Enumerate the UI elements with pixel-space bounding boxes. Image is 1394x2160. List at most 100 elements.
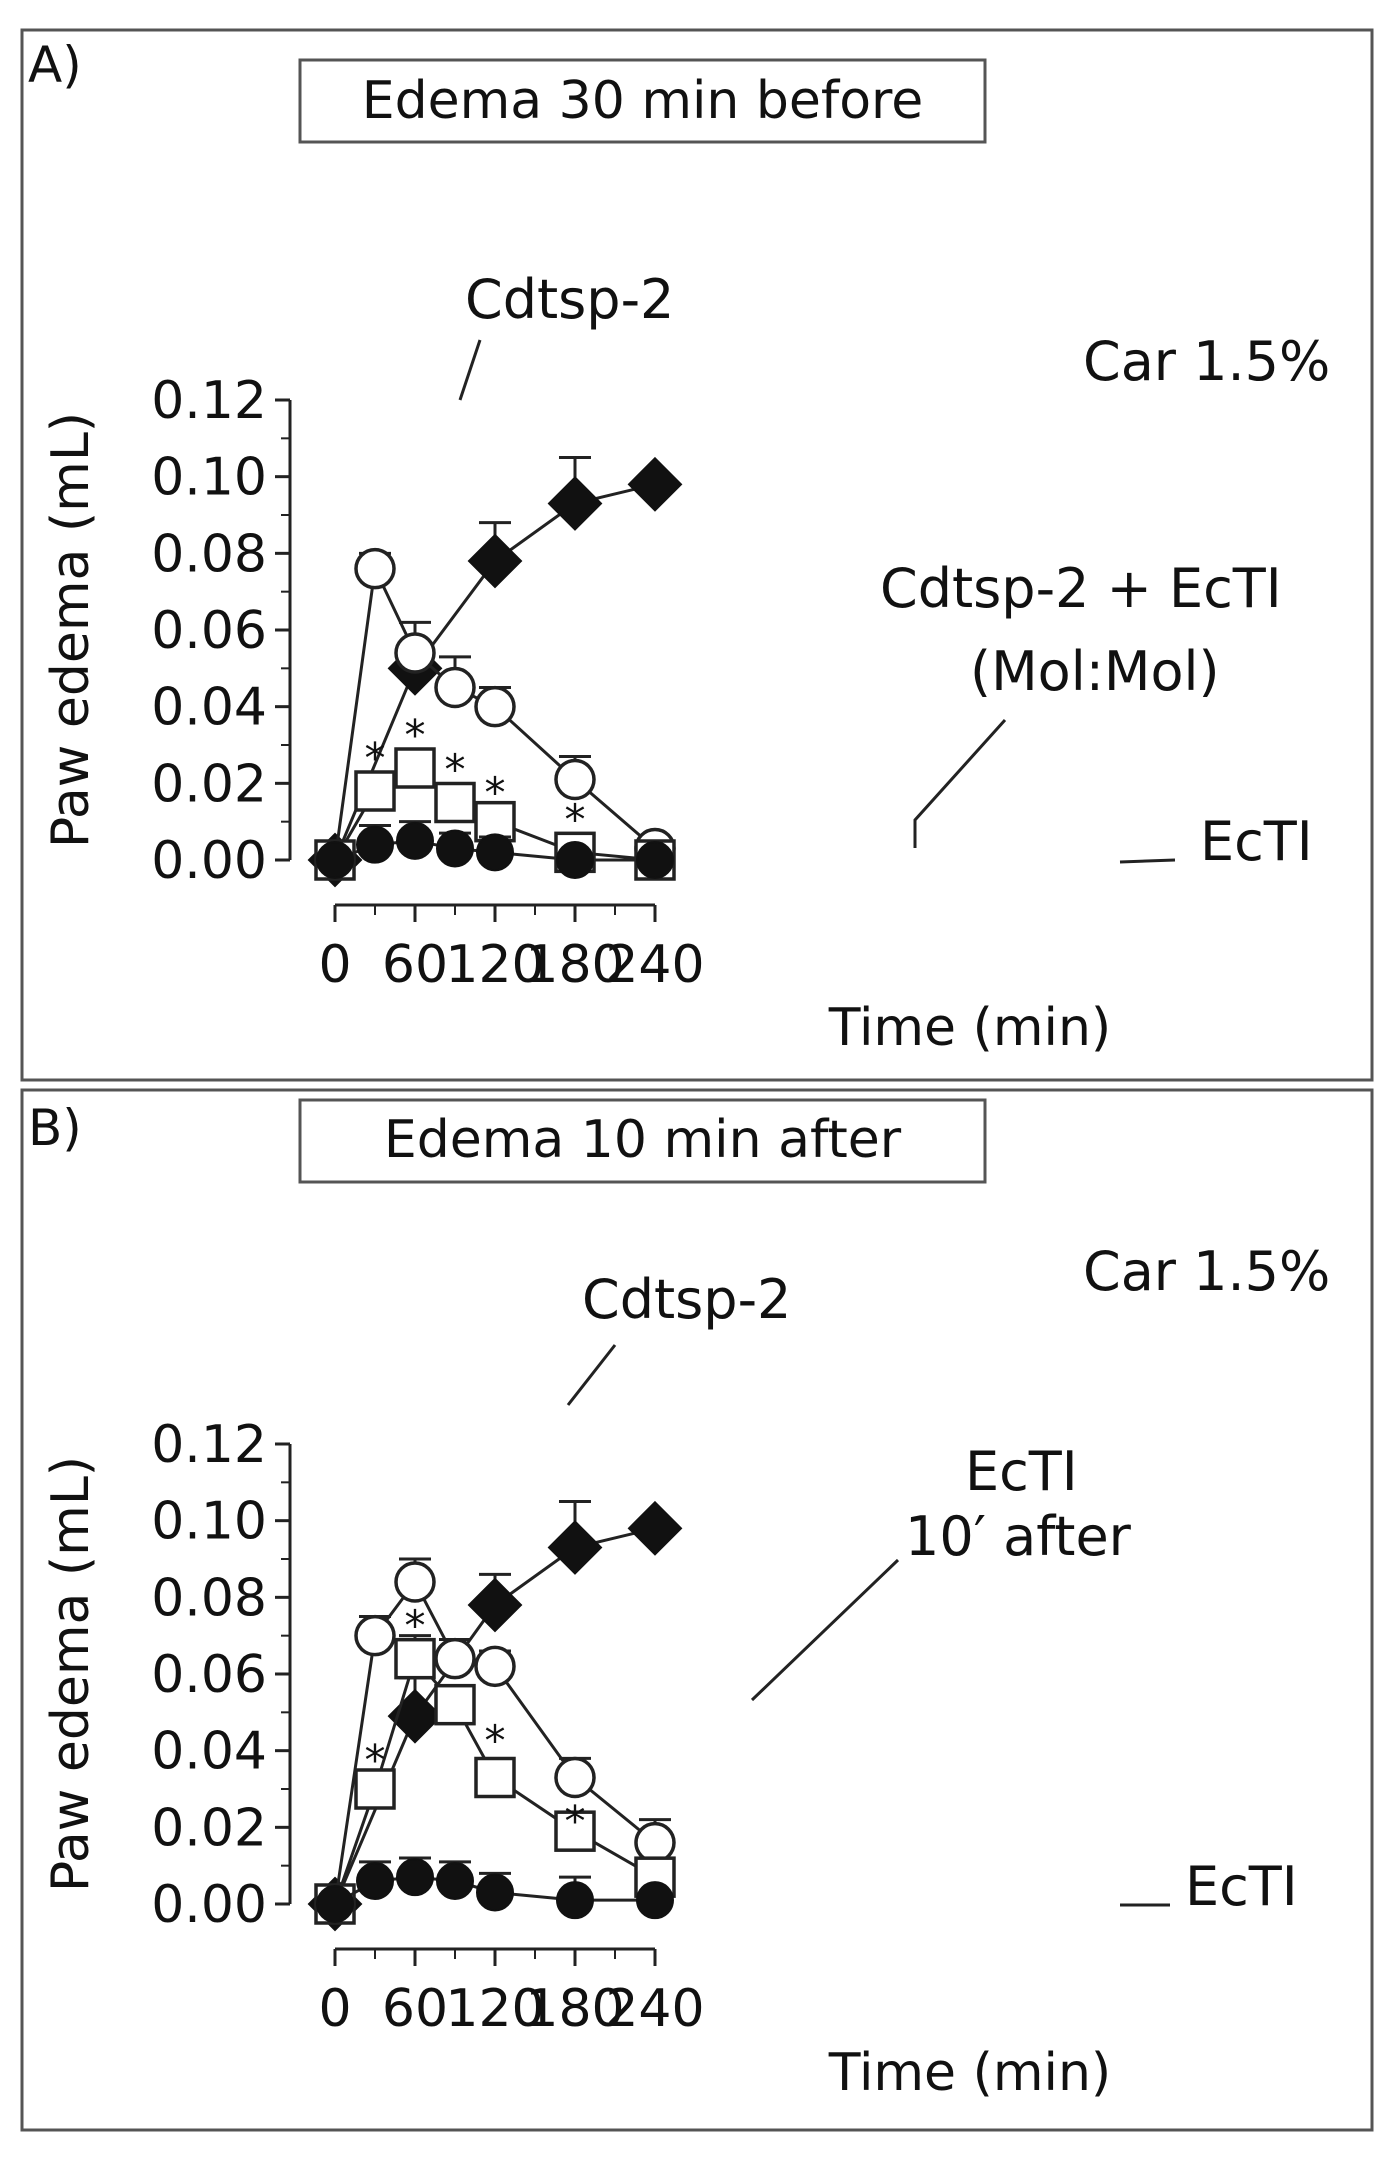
data-point-filled-circle [316,1885,354,1923]
leader-line [750,1558,900,1702]
y-tick-label: 0.12 [151,1415,267,1475]
panel-frame [20,1088,1374,2132]
panel-label: A) [28,36,82,94]
data-point-open-circle [554,758,596,801]
data-point-diamond [627,456,683,512]
x-tick-label: 120 [445,1979,544,2039]
series-label: Car 1.5% [1083,330,1330,393]
y-tick-label: 0.04 [151,1722,267,1782]
leader-line [1119,858,1176,864]
significance-marker: * [564,1797,585,1846]
y-tick-label: 0.08 [151,1568,267,1628]
x-tick-label: 60 [382,935,448,995]
significance-marker: * [484,768,505,817]
title-box [298,1098,987,1184]
data-point-open-circle [354,547,396,590]
x-tick-label: 0 [318,1979,351,2039]
data-point-open-circle [354,1614,396,1657]
y-tick-label: 0.10 [151,448,267,508]
data-point-open-square [554,1810,596,1852]
y-axis-title: Paw edema (mL) [41,1456,101,1892]
x-tick-label: 0 [318,935,351,995]
series-label: 10′ after [905,1505,1132,1568]
y-tick-label: 0.00 [151,831,267,891]
data-point-open-circle [554,1756,596,1799]
leader-line [566,1344,617,1406]
y-tick-label: 0.06 [151,1645,267,1705]
data-point-filled-circle [555,841,594,879]
y-tick-label: 0.04 [151,678,267,738]
data-point-diamond [547,1520,603,1575]
data-point-filled-circle [316,841,354,879]
significance-marker: * [364,734,385,783]
series-label: EcTI [1200,810,1313,873]
data-point-diamond [467,533,523,589]
data-point-open-circle [434,1637,476,1680]
series-label: Cdtsp-2 [582,1268,791,1331]
series-4 [316,1856,674,1923]
data-point-filled-circle [475,833,514,872]
series-label: Cdtsp-2 [465,268,674,331]
x-tick-label: 180 [525,1979,624,2039]
y-tick-label: 0.00 [151,1875,267,1935]
y-tick-label: 0.08 [151,524,267,584]
data-point-diamond [627,1500,683,1556]
chart-title: Edema 30 min before [362,71,924,131]
data-point-filled-circle [635,1881,674,1920]
x-axis-title: Time (min) [828,2043,1111,2103]
data-point-open-circle [474,685,516,728]
data-point-filled-circle [555,1881,594,1920]
chart-title: Edema 10 min after [384,1110,902,1170]
series-label: EcTI [1185,1855,1298,1918]
data-point-filled-circle [395,1858,434,1897]
data-point-open-circle [394,1561,436,1603]
data-point-open-circle [394,632,436,674]
panel-label: B) [28,1099,82,1157]
data-point-open-square [394,1637,436,1680]
significance-marker: * [404,711,425,760]
data-point-open-circle [634,1821,676,1864]
y-tick-label: 0.02 [151,754,267,814]
x-tick-label: 240 [605,1979,704,2039]
panel-a: A) Edema 30 min before 0.00 0.02 0.04 0.06 0.0… [20,28,1374,1082]
series-4 [316,820,674,879]
data-point-open-circle [434,666,476,709]
significance-marker: * [564,795,585,844]
y-tick-label: 0.06 [151,601,267,661]
data-point-open-square [474,1756,516,1799]
leader-line [458,339,482,401]
y-tick-label: 0.10 [151,1492,267,1552]
significance-marker: * [444,745,465,794]
y-tick-label: 0.12 [151,371,267,431]
data-point-filled-circle [635,841,674,879]
data-point-open-square [434,781,476,824]
data-point-open-square [474,800,516,843]
data-point-filled-circle [355,1862,394,1901]
data-point-filled-circle [435,829,474,868]
data-point-open-square [434,1683,476,1726]
panel-b: B) Edema 10 min after 0.00 0.02 0.04 0.06 0.08… [20,1088,1374,2132]
x-axis-title: Time (min) [828,998,1111,1058]
data-point-open-square [354,1768,396,1810]
panel-frame [20,28,1374,1082]
series-label: Cdtsp-2 + EcTI [880,557,1282,620]
series-label: EcTI [965,1440,1078,1503]
data-point-open-circle [474,1645,516,1688]
data-point-filled-circle [435,1862,474,1901]
title-box [298,58,987,144]
significance-marker: * [404,1601,425,1650]
leader-line [913,718,1007,848]
data-point-diamond [547,476,603,531]
significance-marker: * [484,1716,505,1765]
data-point-filled-circle [355,825,394,864]
data-point-filled-circle [395,821,434,860]
data-point-filled-circle [475,1873,514,1912]
data-point-open-square [394,747,436,789]
data-point-diamond [467,1577,523,1633]
x-tick-label: 180 [525,935,624,995]
series-label: Car 1.5% [1083,1240,1330,1303]
x-tick-label: 240 [605,935,704,995]
series-label: (Mol:Mol) [970,640,1220,703]
y-tick-label: 0.02 [151,1798,267,1858]
